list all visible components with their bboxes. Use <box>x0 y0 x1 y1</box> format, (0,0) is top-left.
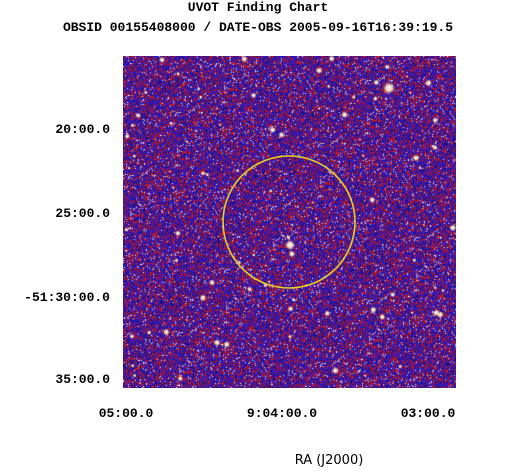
ra-tick-label: 05:00.0 <box>98 406 154 421</box>
x-axis-label: RA (J2000) <box>294 453 364 468</box>
ra-tick-label: 9:04:00.0 <box>246 406 318 421</box>
overlay-layer <box>222 155 356 289</box>
target-error-circle <box>222 155 356 289</box>
ra-tick-label: 03:00.0 <box>400 406 456 421</box>
dec-tick-label: 35:00.0 <box>55 372 110 387</box>
sky-image-canvas <box>123 56 456 388</box>
dec-tick-label: 20:00.0 <box>55 122 110 137</box>
chart-title: UVOT Finding Chart <box>187 0 329 15</box>
chart-subtitle: OBSID 00155408000 / DATE-OBS 2005-09-16T… <box>62 20 454 35</box>
sky-image <box>123 56 456 388</box>
dec-tick-label: 25:00.0 <box>55 206 110 221</box>
dec-tick-label: -51:30:00.0 <box>24 290 110 305</box>
